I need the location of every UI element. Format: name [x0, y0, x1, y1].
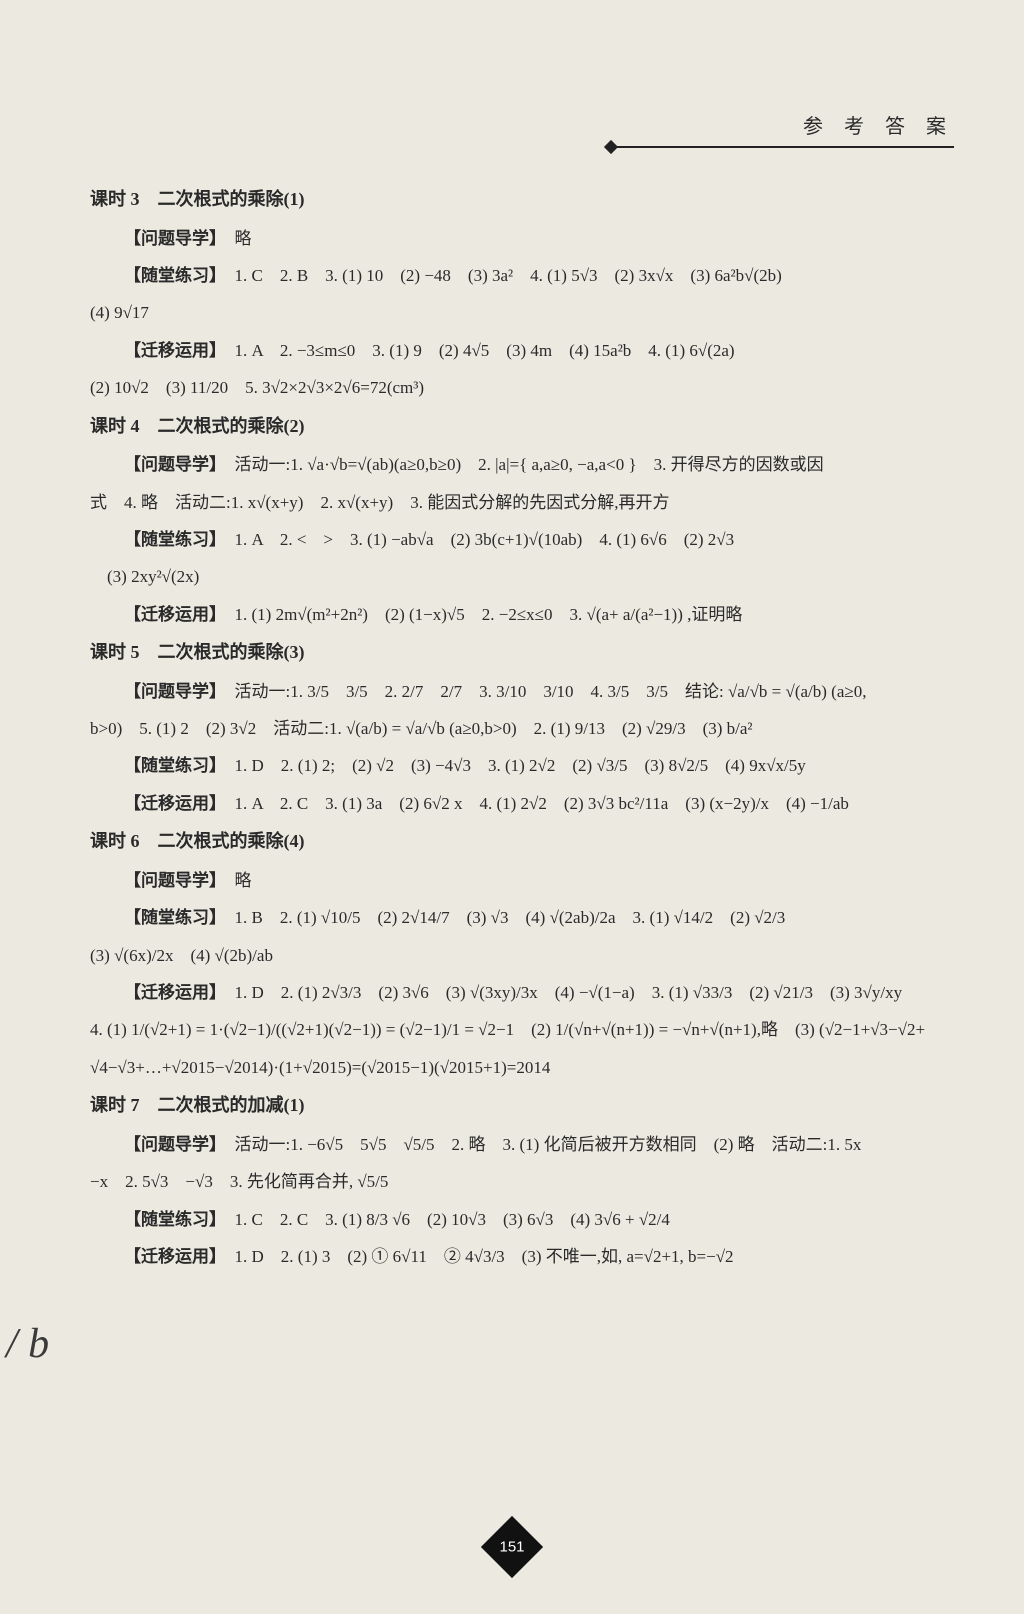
answer-content: 课时 3 二次根式的乘除(1)【问题导学】 略【随堂练习】 1. C 2. B …: [90, 180, 954, 1275]
answer-line: 【问题导学】 活动一:1. 3/5 3/5 2. 2/7 2/7 3. 3/10…: [90, 673, 954, 710]
section-label: 【迁移运用】: [124, 341, 218, 360]
answer-line: 【迁移运用】 1. A 2. −3≤m≤0 3. (1) 9 (2) 4√5 (…: [90, 332, 954, 369]
section-label: 【随堂练习】: [124, 908, 218, 927]
answer-line: 【随堂练习】 1. A 2. < > 3. (1) −ab√a (2) 3b(c…: [90, 521, 954, 558]
section-label: 【随堂练习】: [124, 756, 218, 775]
lesson-title: 课时 3 二次根式的乘除(1): [90, 180, 954, 220]
section-label: 【问题导学】: [124, 682, 218, 701]
answer-line: √4−√3+…+√2015−√2014)·(1+√2015)=(√2015−1)…: [90, 1049, 954, 1086]
page-header: 参 考 答 案: [614, 118, 954, 148]
answer-line: (4) 9√17: [90, 294, 954, 331]
answer-line: (2) 10√2 (3) 11/20 5. 3√2×2√3×2√6=72(cm³…: [90, 369, 954, 406]
section-label: 【迁移运用】: [124, 794, 218, 813]
answer-line: 【问题导学】 活动一:1. √a·√b=√(ab)(a≥0,b≥0) 2. |a…: [90, 446, 954, 483]
lesson-title: 课时 4 二次根式的乘除(2): [90, 407, 954, 447]
lesson-title: 课时 7 二次根式的加减(1): [90, 1086, 954, 1126]
section-label: 【问题导学】: [124, 1135, 218, 1154]
margin-scribble: / b: [6, 1326, 49, 1364]
answer-page: 参 考 答 案 课时 3 二次根式的乘除(1)【问题导学】 略【随堂练习】 1.…: [0, 0, 1024, 1614]
answer-line: −x 2. 5√3 −√3 3. 先化简再合并, √5/5: [90, 1163, 954, 1200]
lesson-title: 课时 5 二次根式的乘除(3): [90, 633, 954, 673]
answer-line: 【迁移运用】 1. A 2. C 3. (1) 3a (2) 6√2 x 4. …: [90, 785, 954, 822]
section-label: 【迁移运用】: [124, 1247, 218, 1266]
answer-line: 式 4. 略 活动二:1. x√(x+y) 2. x√(x+y) 3. 能因式分…: [90, 484, 954, 521]
lesson-title: 课时 6 二次根式的乘除(4): [90, 822, 954, 862]
page-number-diamond-icon: 151: [481, 1516, 543, 1578]
section-label: 【随堂练习】: [124, 266, 218, 285]
answer-line: (3) √(6x)/2x (4) √(2b)/ab: [90, 937, 954, 974]
section-label: 【问题导学】: [124, 871, 218, 890]
section-label: 【迁移运用】: [124, 605, 218, 624]
answer-line: b>0) 5. (1) 2 (2) 3√2 活动二:1. √(a/b) = √a…: [90, 710, 954, 747]
answer-line: 【随堂练习】 1. C 2. B 3. (1) 10 (2) −48 (3) 3…: [90, 257, 954, 294]
header-diamond-icon: [604, 140, 618, 154]
section-label: 【随堂练习】: [124, 530, 218, 549]
answer-line: (3) 2xy²√(2x): [90, 558, 954, 595]
answer-line: 【迁移运用】 1. D 2. (1) 3 (2) ① 6√11 ② 4√3/3 …: [90, 1238, 954, 1275]
answer-line: 4. (1) 1/(√2+1) = 1·(√2−1)/((√2+1)(√2−1)…: [90, 1011, 954, 1048]
header-title: 参 考 答 案: [803, 110, 954, 139]
answer-line: 【问题导学】 略: [90, 220, 954, 257]
answer-line: 【随堂练习】 1. C 2. C 3. (1) 8/3 √6 (2) 10√3 …: [90, 1201, 954, 1238]
answer-line: 【迁移运用】 1. D 2. (1) 2√3/3 (2) 3√6 (3) √(3…: [90, 974, 954, 1011]
answer-line: 【问题导学】 略: [90, 862, 954, 899]
answer-line: 【随堂练习】 1. B 2. (1) √10/5 (2) 2√14/7 (3) …: [90, 899, 954, 936]
answer-line: 【问题导学】 活动一:1. −6√5 5√5 √5/5 2. 略 3. (1) …: [90, 1126, 954, 1163]
section-label: 【迁移运用】: [124, 983, 218, 1002]
page-number: 151: [499, 1539, 524, 1556]
section-label: 【随堂练习】: [124, 1210, 218, 1229]
section-label: 【问题导学】: [124, 229, 218, 248]
answer-line: 【随堂练习】 1. D 2. (1) 2; (2) √2 (3) −4√3 3.…: [90, 747, 954, 784]
answer-line: 【迁移运用】 1. (1) 2m√(m²+2n²) (2) (1−x)√5 2.…: [90, 596, 954, 633]
header-rule: 参 考 答 案: [614, 118, 954, 148]
page-footer: 151: [0, 1525, 1024, 1574]
section-label: 【问题导学】: [124, 455, 218, 474]
